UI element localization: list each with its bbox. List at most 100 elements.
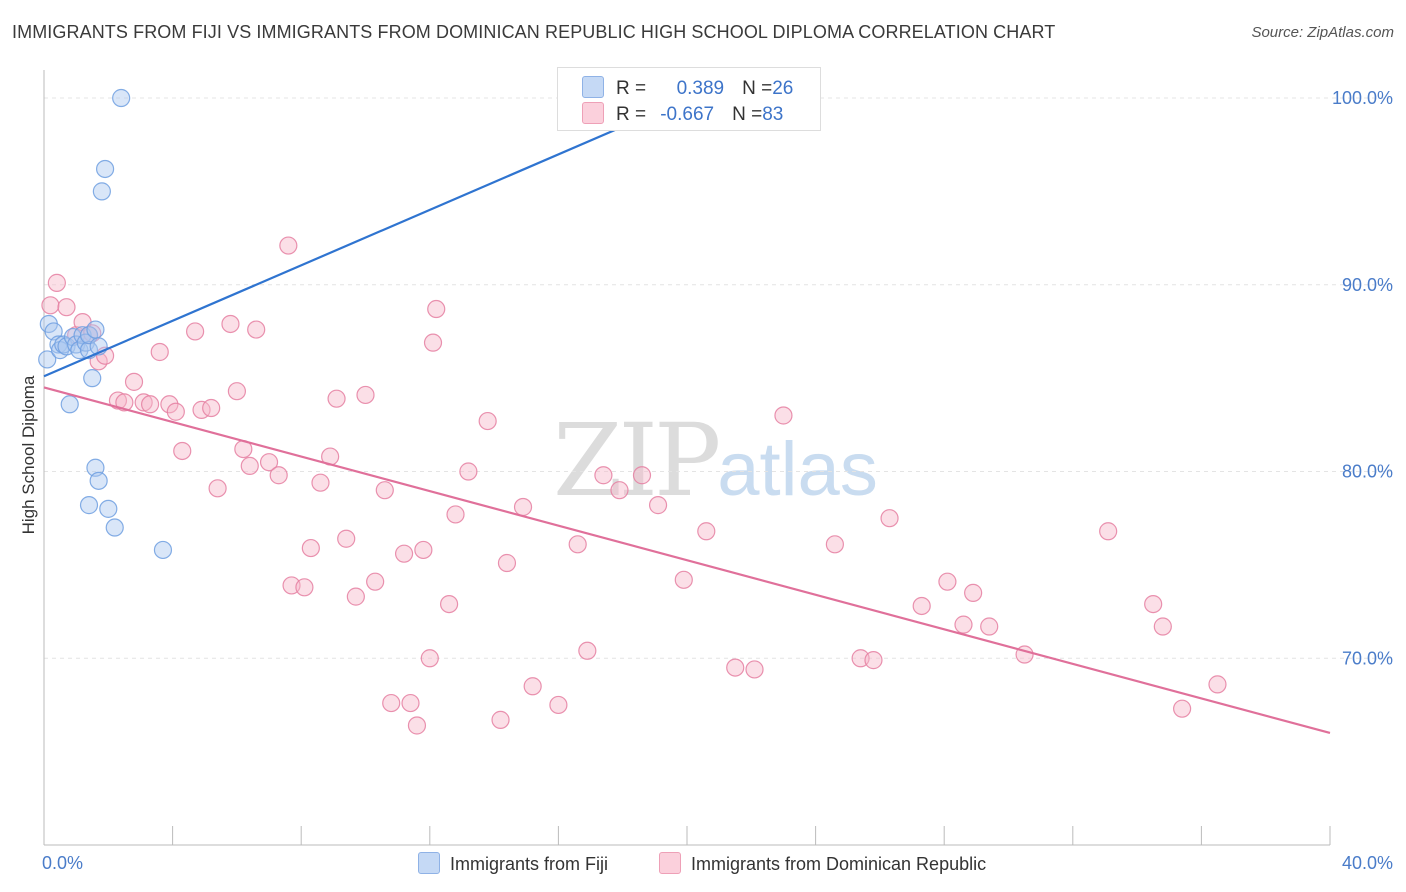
stats-legend: R = 0.389 N = 26 R = -0.667 N = 83 bbox=[557, 67, 821, 131]
fiji-point bbox=[95, 159, 115, 179]
fiji-point bbox=[153, 540, 173, 560]
legend-row-fiji: R = 0.389 N = 26 bbox=[582, 76, 793, 100]
legend-dominican-swatch bbox=[659, 852, 681, 874]
y-axis-title: High School Diploma bbox=[19, 375, 38, 534]
fiji-point bbox=[112, 88, 131, 108]
chart-title: IMMIGRANTS FROM FIJI VS IMMIGRANTS FROM … bbox=[12, 22, 1056, 42]
dominican-point bbox=[745, 660, 764, 679]
dominican-point bbox=[115, 393, 134, 412]
x-axis-ticks bbox=[43, 826, 1331, 845]
dominican-point bbox=[938, 572, 957, 591]
dominican-point bbox=[414, 540, 433, 560]
y-tick-labels: 70.0% 80.0% 90.0% 100.0% bbox=[1332, 88, 1393, 668]
dominican-point bbox=[912, 596, 931, 616]
dominican-point bbox=[160, 395, 179, 414]
legend-fiji-swatch bbox=[418, 852, 440, 874]
dominican-point bbox=[578, 641, 597, 660]
dominican-point bbox=[1099, 522, 1118, 541]
dominican-point bbox=[610, 481, 629, 500]
dominican-point bbox=[1153, 617, 1172, 636]
dominican-point bbox=[375, 481, 394, 500]
dominican-point bbox=[674, 570, 693, 589]
fiji-trend-line bbox=[43, 95, 694, 378]
dominican-point bbox=[478, 411, 497, 431]
legend-dominican-label: Immigrants from Dominican Republic bbox=[691, 854, 987, 874]
fiji-point bbox=[99, 499, 118, 518]
trend-lines bbox=[43, 95, 1331, 735]
dominican-point bbox=[108, 391, 128, 410]
dominican-swatch bbox=[582, 102, 604, 124]
dominican-point bbox=[47, 273, 66, 292]
dominican-point bbox=[269, 466, 288, 485]
dominican-r-label: R = bbox=[616, 104, 647, 125]
dominican-point bbox=[407, 716, 427, 735]
dominican-point bbox=[227, 382, 246, 401]
dominican-point bbox=[964, 583, 983, 602]
dominican-point bbox=[186, 322, 205, 341]
dominican-point bbox=[513, 497, 533, 517]
dominican-point bbox=[366, 572, 385, 591]
fiji-n-label: N = bbox=[742, 78, 773, 99]
legend-item-dominican: Immigrants from Dominican Republic bbox=[659, 852, 986, 875]
dominican-r-value: -0.667 bbox=[660, 104, 715, 125]
dominican-point bbox=[1208, 675, 1227, 694]
dominican-point bbox=[124, 372, 144, 391]
dominican-point bbox=[356, 385, 375, 405]
dominican-point bbox=[697, 522, 716, 541]
dominican-point bbox=[954, 615, 973, 634]
dominican-point bbox=[549, 695, 568, 715]
dominican-point bbox=[497, 553, 517, 573]
legend-item-fiji: Immigrants from Fiji bbox=[418, 852, 608, 875]
dominican-point bbox=[134, 393, 153, 412]
dominican-n-label: N = bbox=[732, 104, 763, 125]
dominican-point bbox=[491, 710, 510, 729]
dominican-point bbox=[57, 298, 76, 317]
dominican-point bbox=[980, 617, 999, 636]
dominican-point bbox=[423, 333, 443, 352]
dominican-point bbox=[1144, 594, 1163, 614]
dominican-point bbox=[221, 314, 240, 334]
dominican-point bbox=[247, 320, 266, 339]
dominican-point bbox=[825, 535, 844, 554]
watermark-zip: ZIP bbox=[553, 402, 721, 519]
dominican-point bbox=[259, 453, 279, 472]
dominican-point bbox=[401, 693, 420, 713]
dominican-point bbox=[726, 658, 745, 677]
y-tick-label: 90.0% bbox=[1342, 275, 1393, 295]
dominican-point bbox=[523, 677, 542, 696]
dominican-point bbox=[337, 529, 356, 548]
source-credit: Source: ZipAtlas.com bbox=[1251, 24, 1394, 41]
dominican-point bbox=[140, 395, 160, 414]
dominican-point bbox=[279, 236, 298, 255]
fiji-point bbox=[89, 471, 108, 490]
dominican-point bbox=[346, 587, 365, 606]
dominican-point bbox=[439, 594, 459, 614]
dominican-point bbox=[632, 466, 652, 485]
dominican-point bbox=[427, 299, 446, 319]
dominican-point bbox=[459, 462, 478, 481]
y-tick-label: 70.0% bbox=[1342, 648, 1393, 668]
dominican-point bbox=[311, 473, 330, 492]
watermark-atlas: atlas bbox=[717, 427, 878, 512]
dominican-point bbox=[568, 535, 587, 554]
x-tick-label-max: 40.0% bbox=[1342, 853, 1393, 873]
dominican-point bbox=[202, 398, 221, 418]
fiji-point bbox=[86, 320, 105, 339]
dominican-point bbox=[166, 402, 185, 421]
fiji-swatch bbox=[582, 76, 604, 98]
dominican-point bbox=[420, 649, 439, 668]
fiji-n-value: 26 bbox=[772, 78, 794, 99]
dominican-point bbox=[208, 479, 227, 498]
dominican-point bbox=[446, 505, 465, 524]
legend-row-dominican: R = -0.667 N = 83 bbox=[582, 102, 783, 126]
dominican-point bbox=[382, 693, 401, 713]
dominican-point bbox=[648, 496, 668, 515]
dominican-point bbox=[150, 342, 169, 362]
dominican-point bbox=[594, 466, 613, 485]
fiji-point bbox=[54, 335, 73, 354]
dominican-point bbox=[880, 509, 899, 528]
dominican-point bbox=[295, 578, 314, 597]
dominican-point bbox=[240, 456, 259, 476]
y-tick-label: 100.0% bbox=[1332, 88, 1393, 108]
fiji-point bbox=[38, 350, 57, 369]
